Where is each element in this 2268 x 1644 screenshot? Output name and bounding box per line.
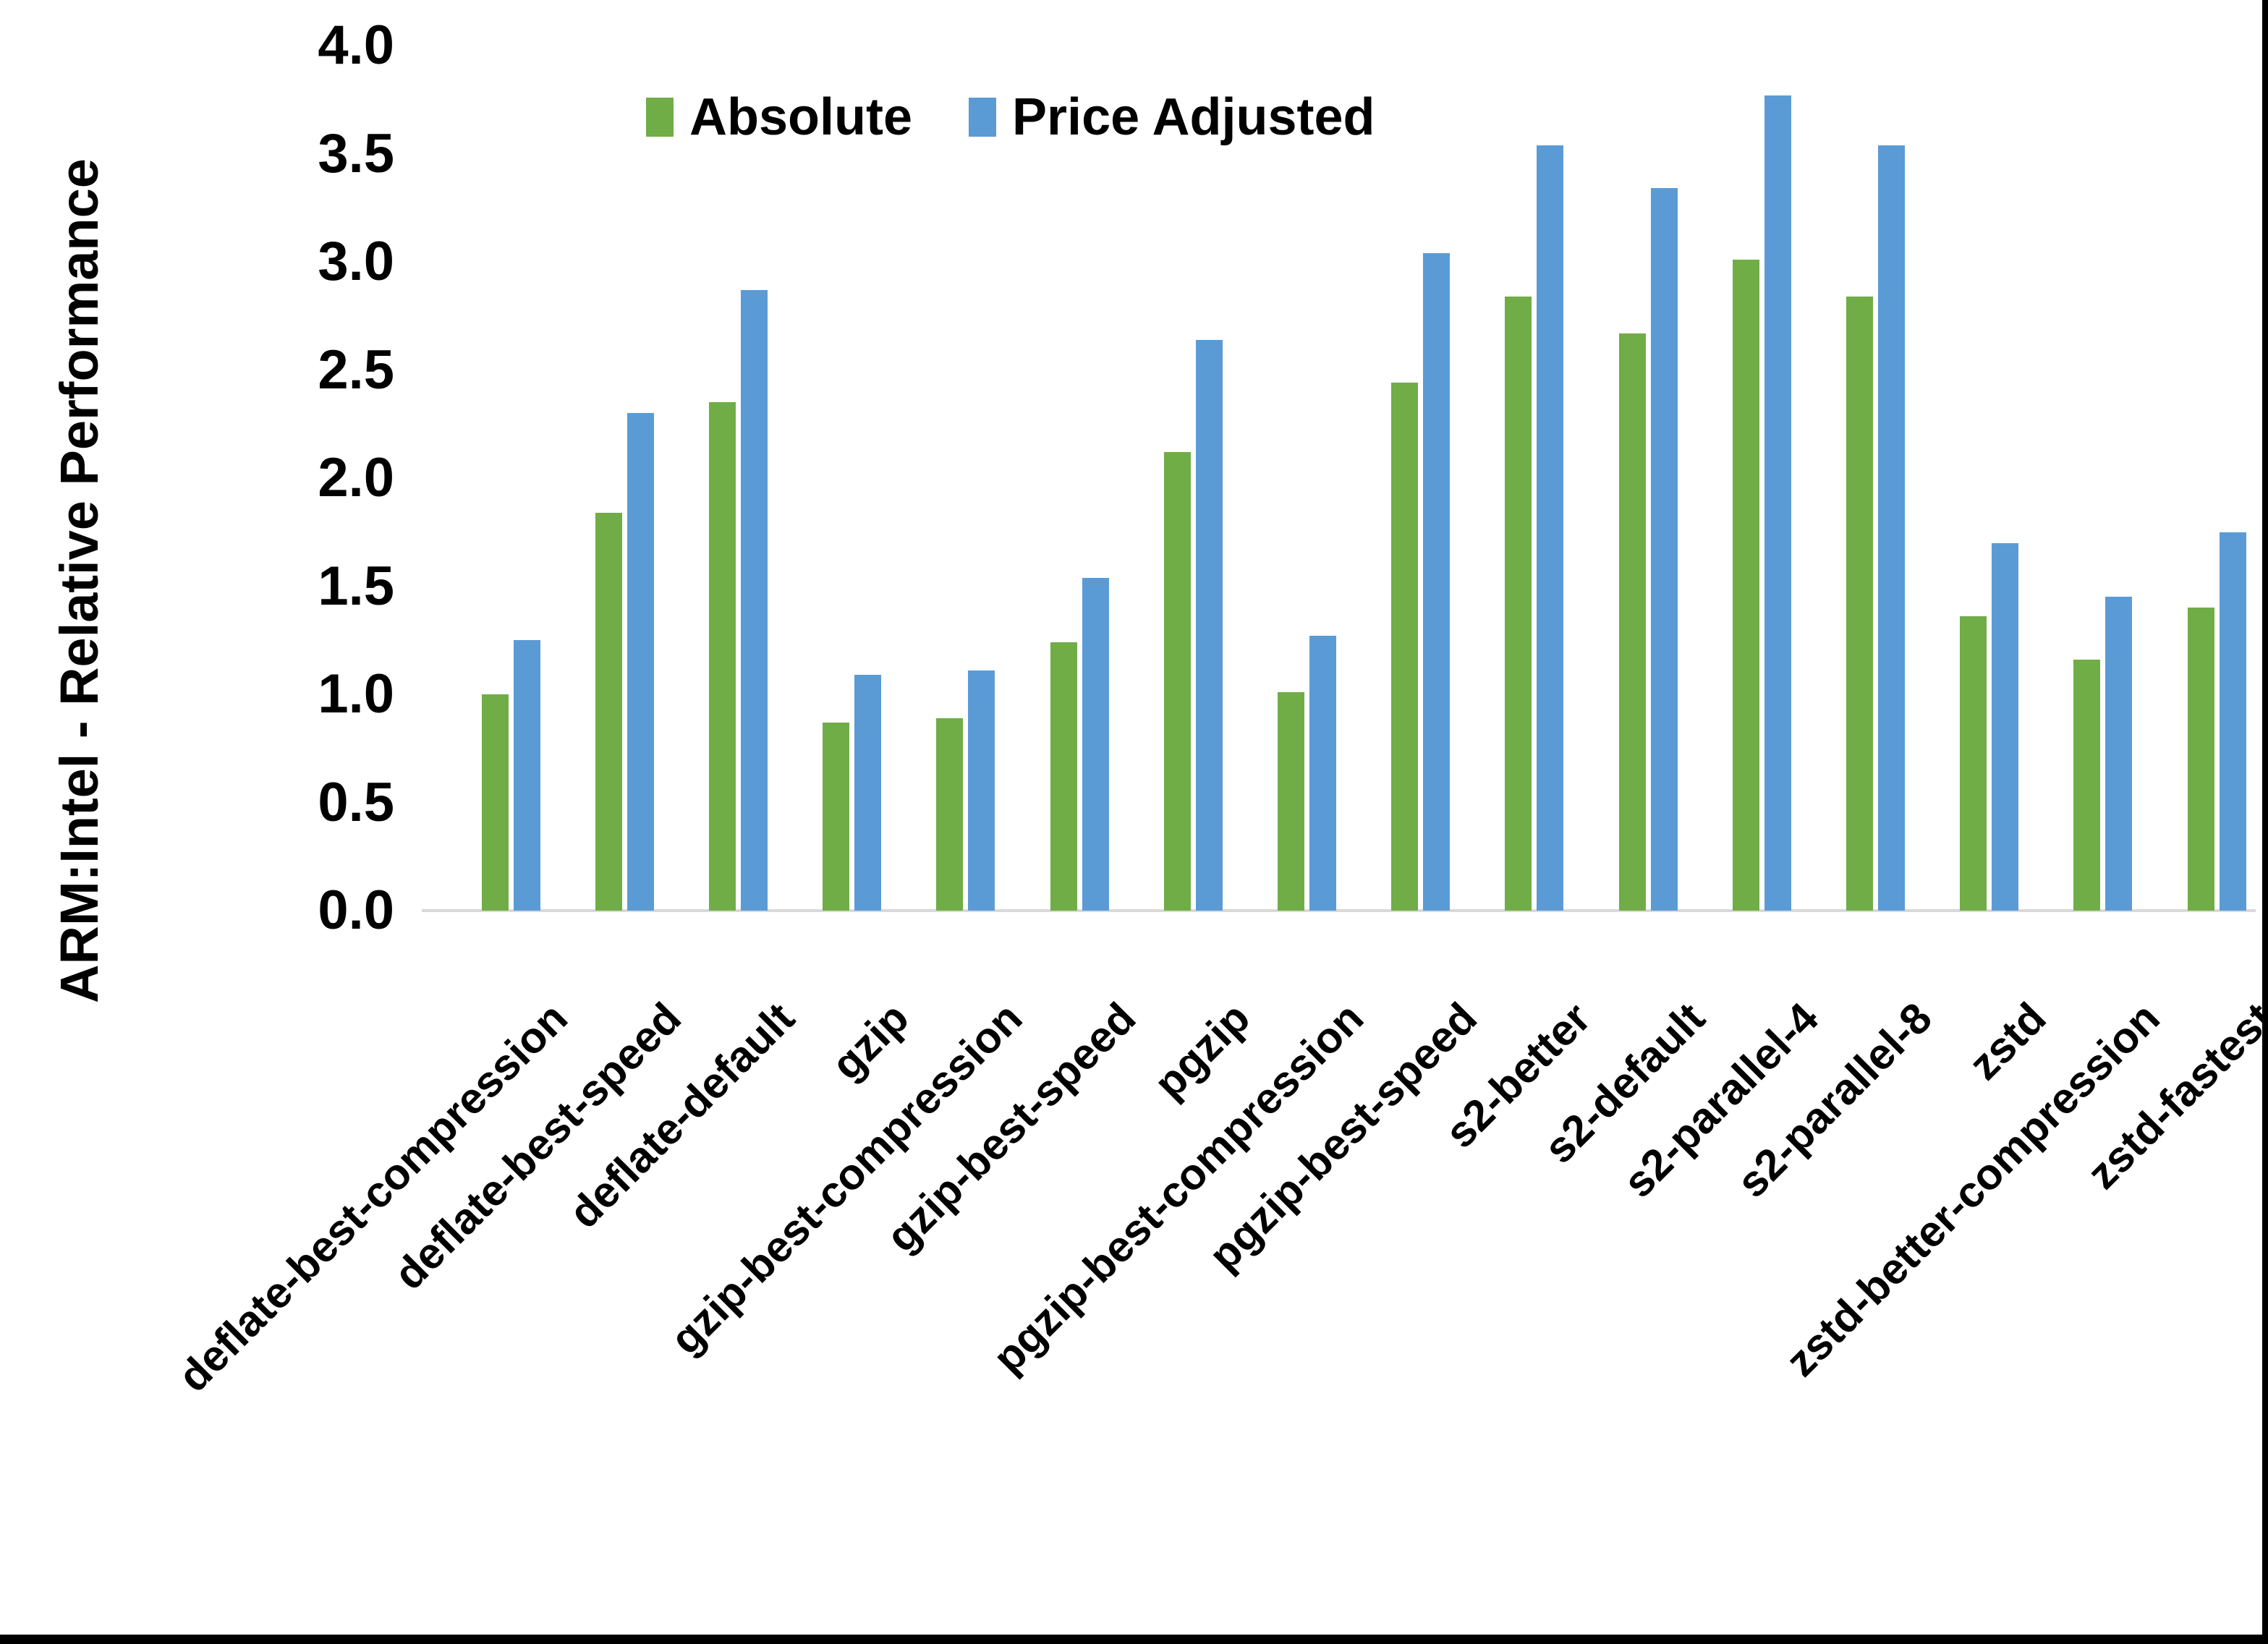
y-tick-label-0.5: 0.5 bbox=[318, 771, 394, 833]
y-tick-label-2.5: 2.5 bbox=[318, 338, 394, 401]
legend-item-price-adjusted: Price Adjusted bbox=[969, 91, 1375, 143]
bar-absolute-pgzip-best-compression bbox=[1278, 692, 1304, 911]
chart-legend: Absolute Price Adjusted bbox=[646, 91, 1375, 143]
bar-absolute-pgzip-best-speed bbox=[1391, 383, 1418, 911]
bar-price-adjusted-zstd-better-compression bbox=[2105, 597, 2132, 911]
bar-price-adjusted-s2-better bbox=[1537, 145, 1563, 911]
bar-absolute-s2-default bbox=[1619, 333, 1646, 911]
bar-absolute-s2-better bbox=[1505, 297, 1532, 911]
bar-price-adjusted-pgzip-best-speed bbox=[1423, 253, 1450, 911]
bar-price-adjusted-deflate-best-compression bbox=[514, 640, 540, 911]
bar-price-adjusted-s2-parallel-8 bbox=[1878, 145, 1905, 911]
legend-label-absolute: Absolute bbox=[689, 88, 913, 146]
bar-absolute-gzip-best-compression bbox=[936, 718, 963, 911]
legend-item-absolute: Absolute bbox=[646, 91, 912, 143]
bar-absolute-deflate-default bbox=[709, 402, 736, 911]
bar-price-adjusted-s2-parallel-4 bbox=[1764, 95, 1791, 911]
y-tick-label-2.0: 2.0 bbox=[318, 447, 394, 508]
bar-absolute-gzip bbox=[823, 723, 849, 911]
bar-price-adjusted-gzip bbox=[854, 675, 881, 911]
bar-absolute-deflate-best-compression bbox=[482, 694, 509, 911]
bar-price-adjusted-gzip-best-compression bbox=[968, 670, 995, 911]
screen-border-right bbox=[2262, 0, 2268, 1644]
bar-absolute-s2-parallel-8 bbox=[1846, 297, 1873, 911]
bar-price-adjusted-deflate-default bbox=[741, 290, 768, 911]
y-tick-label-1.0: 1.0 bbox=[318, 663, 394, 725]
bar-price-adjusted-pgzip bbox=[1196, 340, 1223, 911]
y-tick-label-0.0: 0.0 bbox=[318, 880, 394, 941]
bar-price-adjusted-pgzip-best-compression bbox=[1309, 636, 1336, 911]
legend-swatch-icon-price-adjusted bbox=[969, 98, 997, 137]
bar-price-adjusted-s2-default bbox=[1651, 188, 1678, 911]
bar-absolute-deflate-best-speed bbox=[595, 513, 622, 911]
y-tick-label-3.5: 3.5 bbox=[318, 122, 394, 184]
x-category-label-gzip: gzip bbox=[822, 993, 918, 1089]
bar-absolute-zstd-better-compression bbox=[2073, 660, 2100, 911]
bar-absolute-pgzip bbox=[1164, 452, 1191, 911]
bar-price-adjusted-deflate-best-speed bbox=[627, 413, 654, 911]
y-tick-label-3.0: 3.0 bbox=[318, 231, 394, 292]
bar-absolute-zstd-fastest bbox=[2188, 608, 2214, 911]
bar-price-adjusted-zstd-fastest bbox=[2220, 532, 2246, 911]
screen-border-bottom bbox=[0, 1635, 2268, 1644]
bar-price-adjusted-zstd bbox=[1992, 543, 2018, 911]
bar-price-adjusted-gzip-best-speed bbox=[1082, 578, 1109, 911]
legend-label-price-adjusted: Price Adjusted bbox=[1012, 88, 1375, 146]
x-axis-line bbox=[422, 909, 2256, 912]
legend-swatch-icon-absolute bbox=[646, 98, 674, 137]
bar-absolute-gzip-best-speed bbox=[1050, 642, 1077, 911]
y-tick-label-4.0: 4.0 bbox=[318, 14, 394, 76]
y-tick-label-1.5: 1.5 bbox=[318, 555, 394, 617]
y-axis-title: ARM:Intel - Relative Performance bbox=[49, 158, 109, 1003]
x-category-label-zstd: zstd bbox=[1959, 993, 2055, 1089]
bar-absolute-s2-parallel-4 bbox=[1733, 260, 1759, 911]
bar-absolute-zstd bbox=[1960, 616, 1987, 911]
